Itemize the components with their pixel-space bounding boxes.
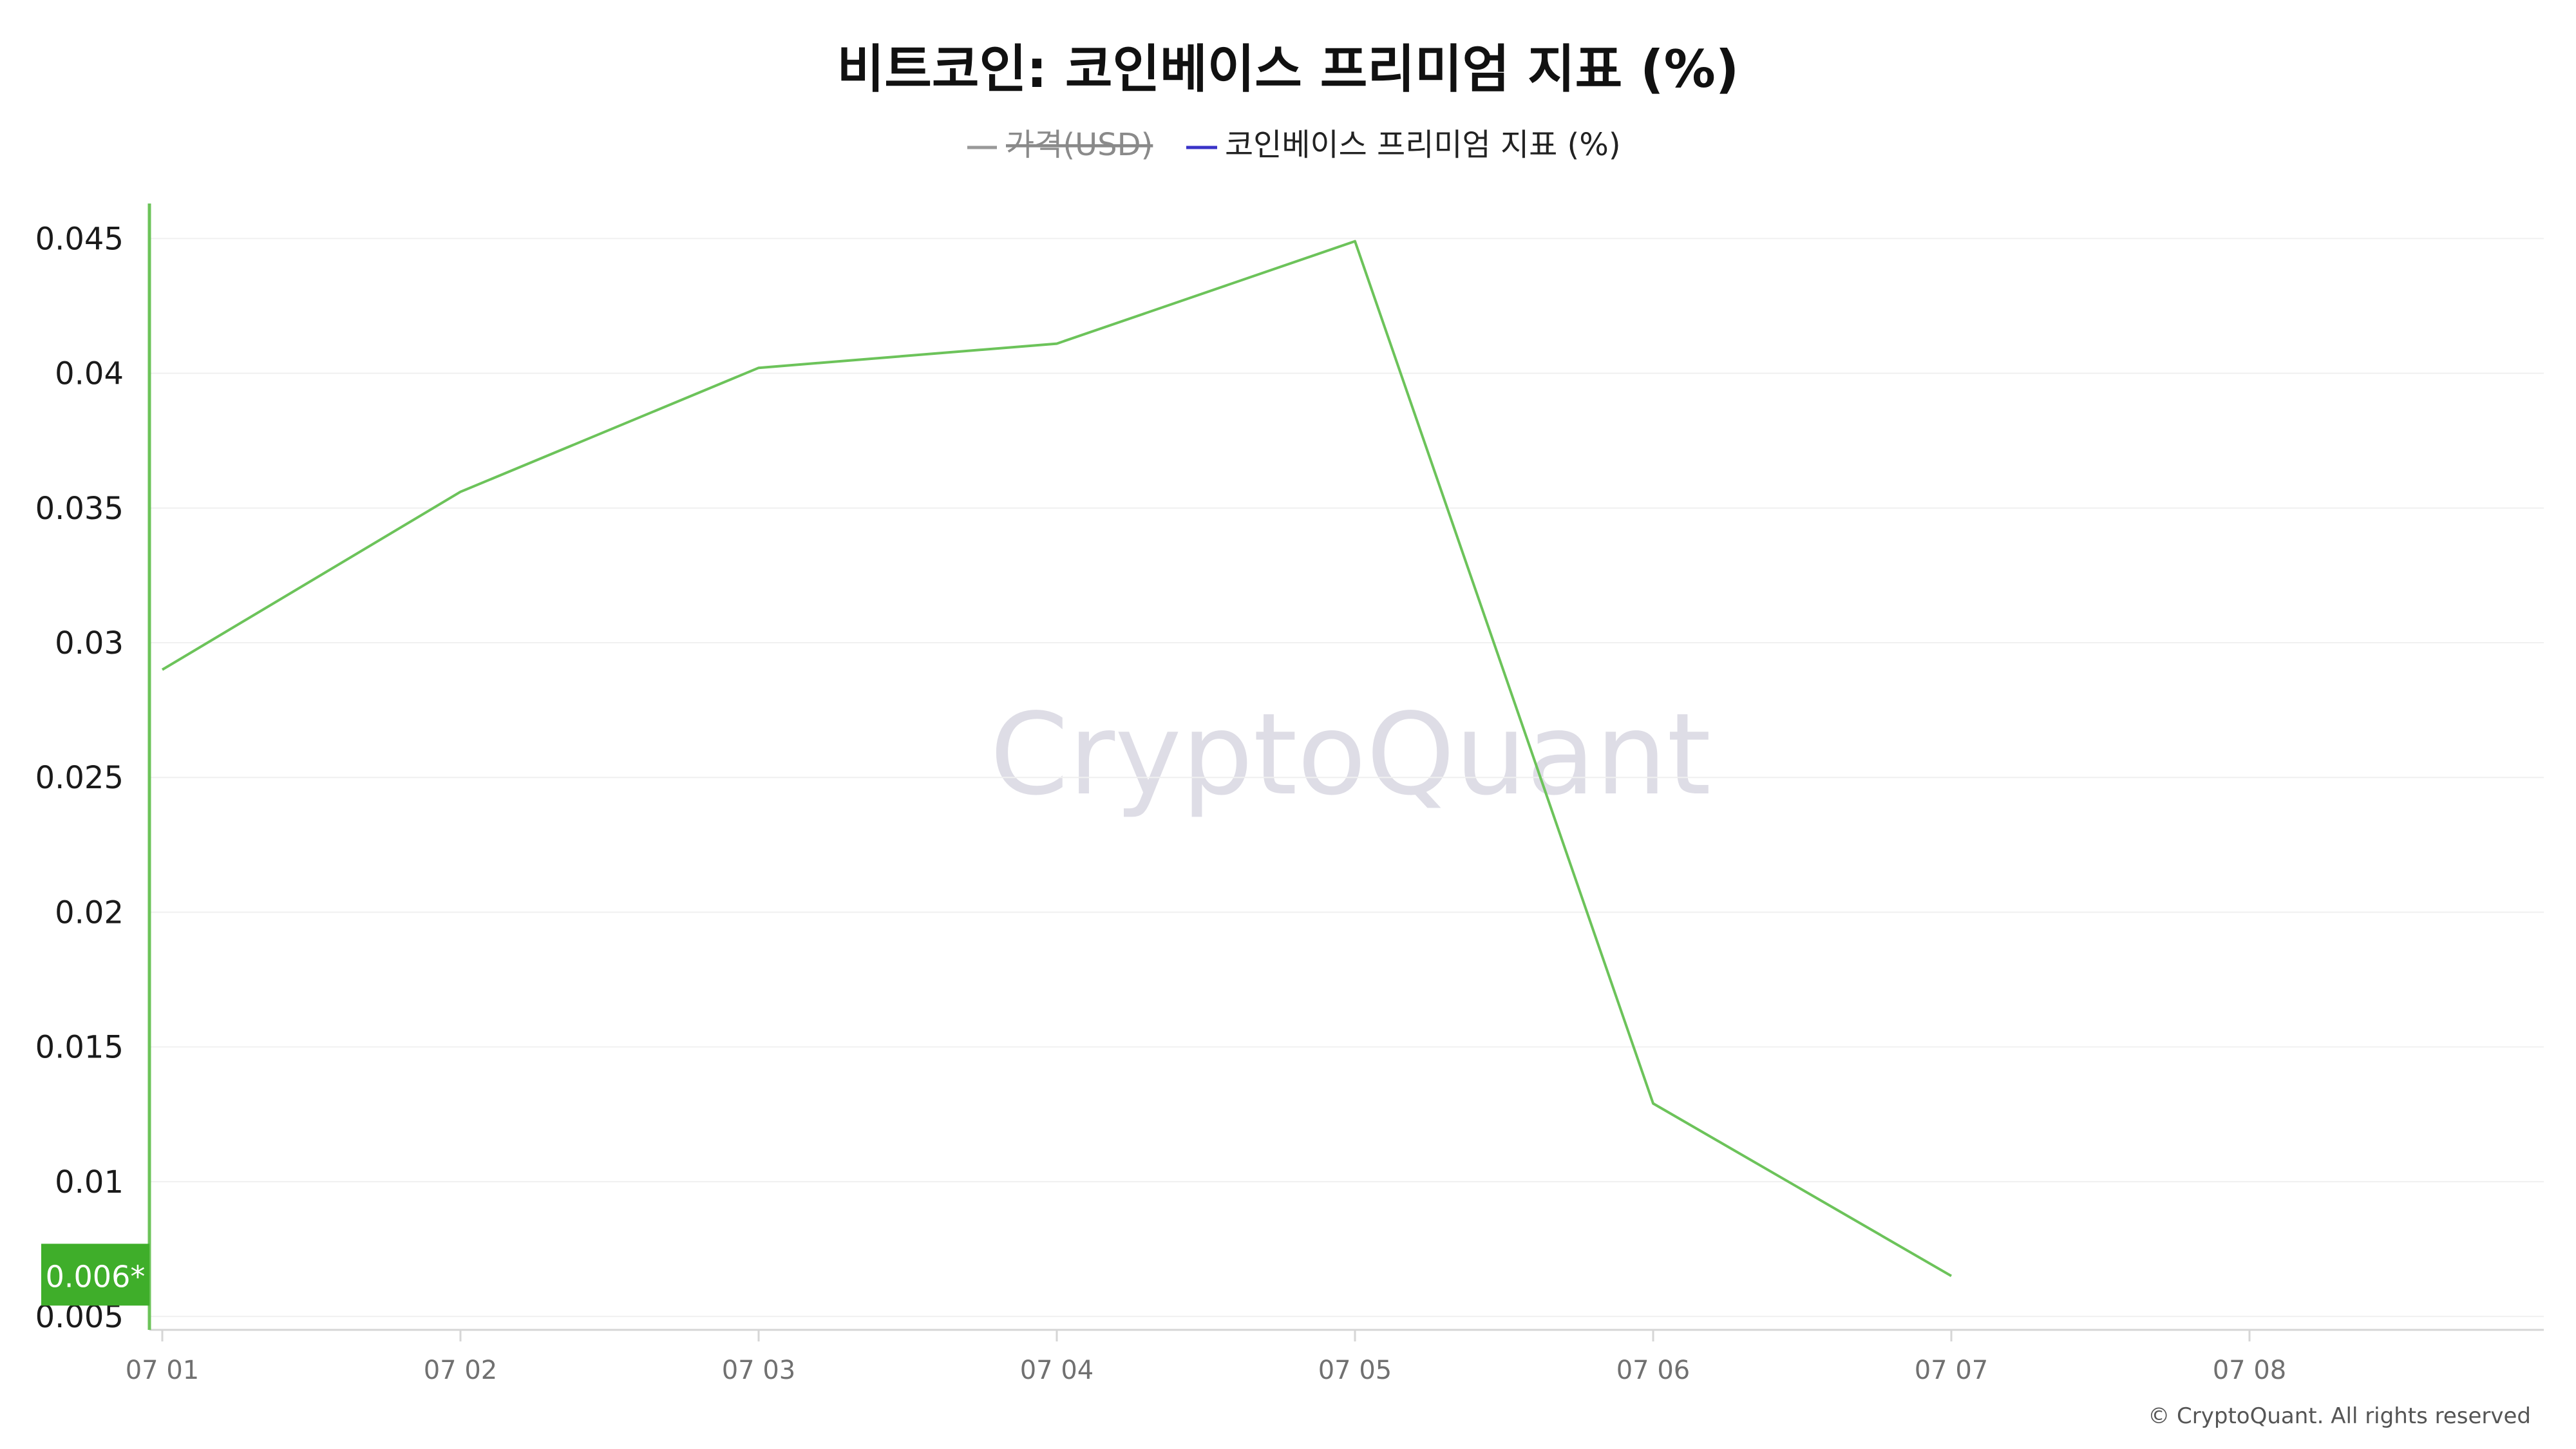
y-tick-label: 0.025 xyxy=(35,760,124,796)
y-tick-label: 0.015 xyxy=(35,1030,124,1066)
x-tick-label: 07 02 xyxy=(424,1356,498,1385)
x-tick-label: 07 05 xyxy=(1318,1356,1392,1385)
x-tick-label: 07 01 xyxy=(126,1356,200,1385)
x-tick-label: 07 04 xyxy=(1020,1356,1094,1385)
x-tick-label: 07 06 xyxy=(1616,1356,1690,1385)
legend-item-premium[interactable]: 코인베이스 프리미엄 지표 (%) xyxy=(1225,127,1621,163)
y-tick-label: 0.02 xyxy=(55,895,124,931)
current-value-label: 0.006* xyxy=(46,1259,146,1294)
series-layer xyxy=(161,240,1953,1278)
watermark: CryptoQuant xyxy=(990,690,1711,820)
current-value-badge xyxy=(41,1244,149,1306)
legend-item-price[interactable]: 가격(USD) xyxy=(1006,127,1153,163)
copyright-note: © CryptoQuant. All rights reserved xyxy=(2148,1403,2531,1429)
x-tick-label: 07 07 xyxy=(1915,1356,1989,1385)
x-tick-label: 07 08 xyxy=(2213,1356,2287,1385)
grid xyxy=(149,238,2544,1318)
y-tick-label: 0.01 xyxy=(55,1164,124,1200)
series-line-coinbase-premium xyxy=(161,240,1953,1278)
y-axis-ticks: 0.0050.010.0150.020.0250.030.0350.040.04… xyxy=(35,221,124,1335)
x-axis-ticks: 07 01 07 02 07 03 07 04 07 05 07 06 07 07 07 08 xyxy=(126,1330,2287,1385)
y-tick-label: 0.04 xyxy=(55,356,124,392)
chart-title: 비트코인: 코인베이스 프리미엄 지표 (%) xyxy=(837,39,1739,99)
y-tick-label: 0.035 xyxy=(35,491,124,527)
x-tick-label: 07 03 xyxy=(722,1356,796,1385)
axes xyxy=(147,204,2544,1331)
current-value-marker: 0.006* xyxy=(41,1244,149,1306)
legend: 가격(USD) 코인베이스 프리미엄 지표 (%) xyxy=(967,127,1621,163)
y-tick-label: 0.03 xyxy=(55,625,124,661)
y-tick-label: 0.045 xyxy=(35,221,124,257)
